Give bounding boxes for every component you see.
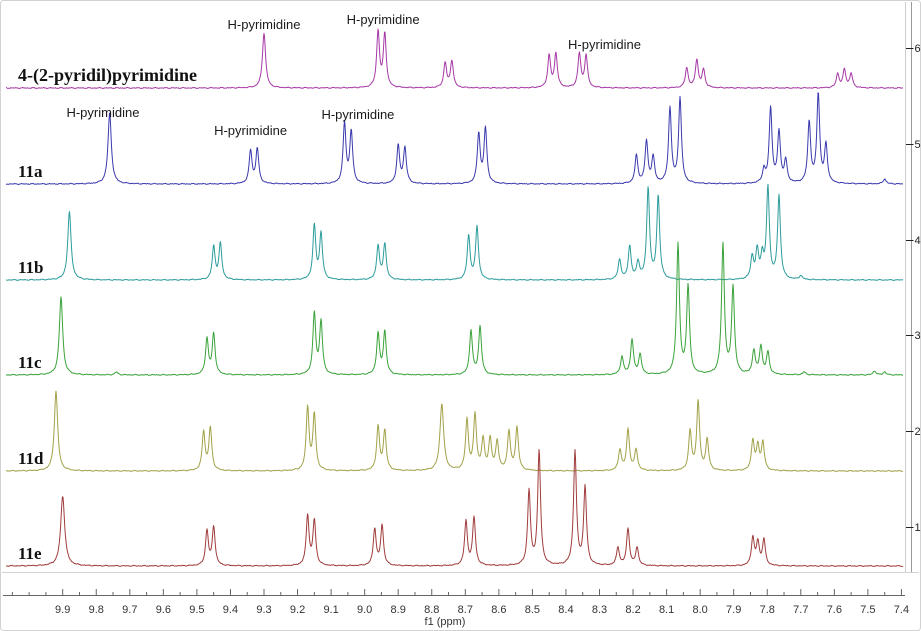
chart-layer: 9.9 9.8 9.7 9.6 9.5 9.4 9.3 9.2 9.1 9.0 8.9 8.8 8.7 8… <box>2 2 921 616</box>
row-label-11d: 11d <box>18 449 44 468</box>
x-tick-label: 8.3 <box>592 604 607 616</box>
row-label-11c: 11c <box>18 353 42 372</box>
x-tick-label: 9.7 <box>122 604 137 616</box>
trace-11b <box>5 183 904 281</box>
x-tick-label: 8.0 <box>693 604 708 616</box>
x-tick-label: 8.9 <box>391 604 406 616</box>
right-tick-label: 4 <box>915 235 921 247</box>
row-label-pyridylpyrimidine: 4-(2-pyridil)pyrimidine <box>18 65 197 86</box>
trace-11a <box>5 92 904 186</box>
x-tick-label: 9.5 <box>189 604 204 616</box>
annotation-h-pyrimidine: H-pyrimidine <box>66 105 139 120</box>
annotation-h-pyrimidine: H-pyrimidine <box>321 107 394 122</box>
right-tick-label: 3 <box>915 330 921 342</box>
x-tick-label: 9.6 <box>156 604 171 616</box>
x-tick-label: 8.7 <box>458 604 473 616</box>
x-axis-title: f1 (ppm) <box>425 616 466 628</box>
x-tick-label: 7.5 <box>860 604 875 616</box>
right-tick-label: 6 <box>915 43 921 55</box>
x-tick-label: 9.8 <box>89 604 104 616</box>
trace-11d <box>5 390 904 473</box>
x-tick-label: 9.0 <box>357 604 372 616</box>
annotation-h-pyrimidine: H-pyrimidine <box>214 123 287 138</box>
x-tick-label: 8.2 <box>625 604 640 616</box>
x-tick-label: 7.4 <box>894 604 909 616</box>
right-tick-label: 5 <box>915 139 921 151</box>
right-tick-label: 2 <box>915 426 921 438</box>
x-tick-label: 9.1 <box>323 604 338 616</box>
row-label-11a: 11a <box>18 162 43 181</box>
x-tick-label: 8.6 <box>491 604 506 616</box>
x-tick-label: 8.5 <box>525 604 540 616</box>
trace-pyridylpyrimidine <box>5 28 904 90</box>
x-tick-label: 7.7 <box>793 604 808 616</box>
x-tick-label: 8.1 <box>659 604 674 616</box>
trace-11c <box>5 241 904 376</box>
x-tick-label: 7.6 <box>827 604 842 616</box>
annotation-h-pyrimidine: H-pyrimidine <box>228 17 301 32</box>
x-tick-label: 9.2 <box>290 604 305 616</box>
right-tick-label: 1 <box>915 522 921 534</box>
x-tick-label: 9.4 <box>223 604 238 616</box>
annotation-h-pyrimidine: H-pyrimidine <box>568 37 641 52</box>
row-label-11e: 11e <box>18 544 42 563</box>
trace-11e <box>5 449 904 568</box>
x-tick-label: 8.4 <box>558 604 573 616</box>
x-tick-label: 9.9 <box>55 604 70 616</box>
x-tick-label: 7.9 <box>726 604 741 616</box>
annotation-h-pyrimidine: H-pyrimidine <box>347 12 420 27</box>
row-label-11b: 11b <box>18 258 44 277</box>
x-tick-label: 9.3 <box>256 604 271 616</box>
x-tick-label: 7.8 <box>760 604 775 616</box>
x-tick-label: 8.8 <box>424 604 439 616</box>
